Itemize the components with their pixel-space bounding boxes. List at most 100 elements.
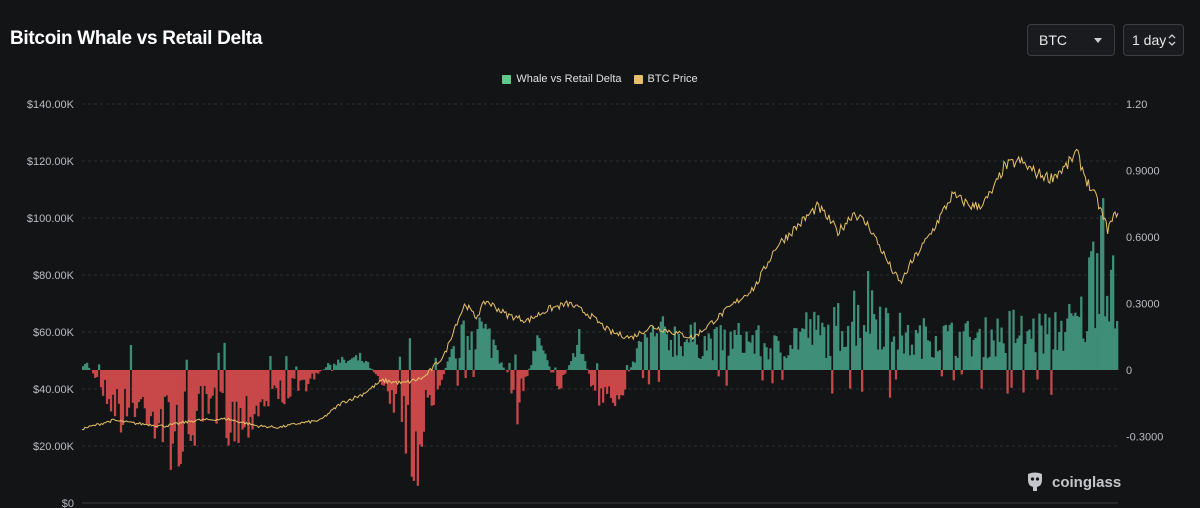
page-title: Bitcoin Whale vs Retail Delta bbox=[10, 28, 263, 49]
delta-bar bbox=[966, 321, 969, 370]
legend-item-price[interactable]: BTC Price bbox=[633, 73, 698, 85]
delta-bar bbox=[279, 370, 282, 381]
delta-bar bbox=[914, 330, 918, 370]
delta-bar bbox=[878, 306, 882, 370]
delta-bar bbox=[779, 352, 782, 370]
delta-bar bbox=[725, 370, 728, 386]
delta-bar bbox=[785, 358, 788, 370]
delta-bar bbox=[613, 370, 617, 407]
delta-bar bbox=[331, 370, 334, 371]
delta-bar bbox=[99, 370, 103, 388]
delta-bar bbox=[1022, 370, 1025, 393]
delta-bar bbox=[123, 370, 127, 389]
delta-bar bbox=[859, 338, 862, 370]
delta-bar bbox=[273, 370, 276, 386]
delta-bar bbox=[781, 370, 784, 380]
delta-bar bbox=[805, 312, 808, 370]
delta-bar bbox=[562, 370, 565, 376]
right-tick-label: 0.6000 bbox=[1126, 232, 1160, 244]
delta-bar bbox=[765, 347, 768, 370]
delta-bar bbox=[257, 370, 260, 417]
delta-bar bbox=[811, 344, 814, 370]
delta-bar bbox=[767, 359, 770, 370]
delta-bar bbox=[538, 338, 541, 370]
delta-bar bbox=[245, 370, 248, 397]
delta-bar bbox=[960, 370, 963, 375]
delta-bar bbox=[1100, 215, 1103, 370]
delta-bar bbox=[360, 361, 364, 370]
delta-bar bbox=[968, 336, 971, 370]
coin-select[interactable]: BTC bbox=[1027, 24, 1115, 56]
delta-bar bbox=[209, 370, 212, 399]
delta-bar bbox=[466, 336, 469, 370]
delta-bar bbox=[390, 370, 394, 391]
right-tick-label: 0 bbox=[1126, 365, 1132, 377]
delta-bar bbox=[450, 349, 453, 370]
delta-bar bbox=[659, 321, 663, 370]
delta-bar bbox=[1082, 338, 1085, 370]
delta-bar bbox=[239, 370, 242, 409]
delta-bar bbox=[1044, 313, 1047, 370]
delta-bar bbox=[994, 356, 997, 370]
delta-bar bbox=[446, 361, 449, 370]
delta-bar bbox=[137, 370, 141, 403]
delta-bar bbox=[715, 327, 718, 370]
delta-bar bbox=[1020, 315, 1023, 370]
legend-swatch bbox=[502, 74, 512, 84]
delta-bar bbox=[1068, 304, 1071, 370]
delta-bar bbox=[554, 367, 557, 370]
delta-bar bbox=[550, 370, 553, 373]
delta-bar bbox=[191, 370, 194, 436]
delta-bar bbox=[502, 367, 505, 370]
delta-bar bbox=[307, 370, 310, 385]
delta-bar bbox=[857, 304, 860, 370]
left-tick-label: $120.00K bbox=[27, 156, 75, 168]
delta-bar bbox=[378, 370, 382, 382]
delta-bar bbox=[801, 328, 804, 370]
delta-bar bbox=[406, 370, 410, 405]
delta-bar bbox=[175, 370, 178, 405]
delta-bar bbox=[637, 340, 641, 370]
delta-bar bbox=[490, 357, 493, 370]
delta-bar bbox=[173, 370, 176, 432]
delta-bar bbox=[506, 370, 509, 373]
delta-bar bbox=[313, 370, 316, 380]
delta-bar bbox=[757, 325, 760, 370]
delta-bar bbox=[358, 352, 362, 370]
delta-bar bbox=[882, 346, 886, 370]
delta-bar bbox=[709, 338, 712, 370]
delta-bar bbox=[888, 370, 892, 398]
delta-bar bbox=[586, 368, 589, 370]
delta-bar bbox=[763, 343, 766, 370]
delta-bar bbox=[749, 342, 752, 370]
delta-bar bbox=[950, 322, 953, 370]
caret-down-icon bbox=[1094, 38, 1102, 43]
delta-bar bbox=[721, 350, 724, 370]
chart-legend: Whale vs Retail Delta BTC Price bbox=[0, 73, 1200, 85]
delta-bar bbox=[528, 368, 531, 370]
delta-bar bbox=[285, 356, 288, 370]
delta-bar bbox=[841, 331, 844, 370]
delta-bar bbox=[594, 370, 597, 391]
delta-bar bbox=[853, 290, 856, 370]
delta-bar bbox=[277, 370, 280, 399]
delta-bar bbox=[839, 350, 842, 370]
delta-bar bbox=[267, 370, 270, 407]
delta-bar bbox=[1038, 313, 1041, 370]
delta-bar bbox=[253, 370, 256, 415]
legend-item-delta[interactable]: Whale vs Retail Delta bbox=[502, 73, 622, 85]
interval-select-value: 1 day bbox=[1132, 32, 1167, 48]
delta-bar bbox=[297, 370, 300, 391]
delta-bar bbox=[227, 370, 230, 446]
delta-bar bbox=[195, 370, 198, 411]
delta-bar bbox=[669, 339, 673, 370]
delta-bar bbox=[398, 356, 402, 370]
delta-bar bbox=[540, 345, 543, 370]
delta-bar bbox=[972, 339, 975, 370]
delta-bar bbox=[741, 352, 744, 370]
interval-select[interactable]: 1 day bbox=[1123, 24, 1184, 56]
delta-bar bbox=[1028, 329, 1031, 370]
delta-bar bbox=[1110, 269, 1113, 370]
delta-bar bbox=[456, 370, 459, 386]
